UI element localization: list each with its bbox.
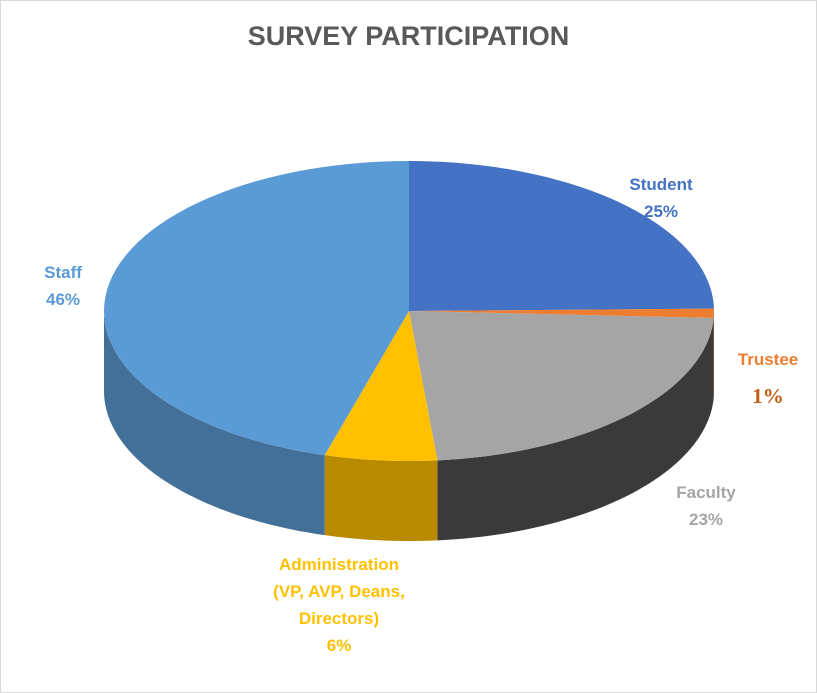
slice [409, 308, 714, 318]
value-label: 1% [752, 384, 784, 408]
value-label: 6% [326, 636, 352, 655]
category-label: Student [629, 175, 693, 194]
slice [104, 161, 410, 456]
data-label: Staff 46% [44, 259, 82, 313]
data-label: Trustee 1% [738, 346, 798, 410]
slice-side [324, 455, 438, 541]
data-label: Administration (VP, AVP, Deans, Director… [264, 551, 414, 659]
slice [409, 161, 714, 311]
category-label: Administration (VP, AVP, Deans, Director… [273, 555, 405, 628]
slice-side [437, 317, 714, 541]
data-label: Student 25% [629, 171, 692, 225]
category-label: Staff [44, 263, 82, 282]
chart-title: SURVEY PARTICIPATION [247, 21, 570, 51]
category-label: Faculty [676, 483, 736, 502]
data-label: Faculty 23% [676, 479, 736, 533]
value-label: 25% [643, 202, 679, 221]
slice [409, 311, 714, 461]
value-label: 46% [45, 290, 81, 309]
slice [324, 311, 438, 461]
slice-side [104, 311, 325, 536]
value-label: 23% [688, 510, 724, 529]
category-label: Trustee [737, 350, 799, 369]
